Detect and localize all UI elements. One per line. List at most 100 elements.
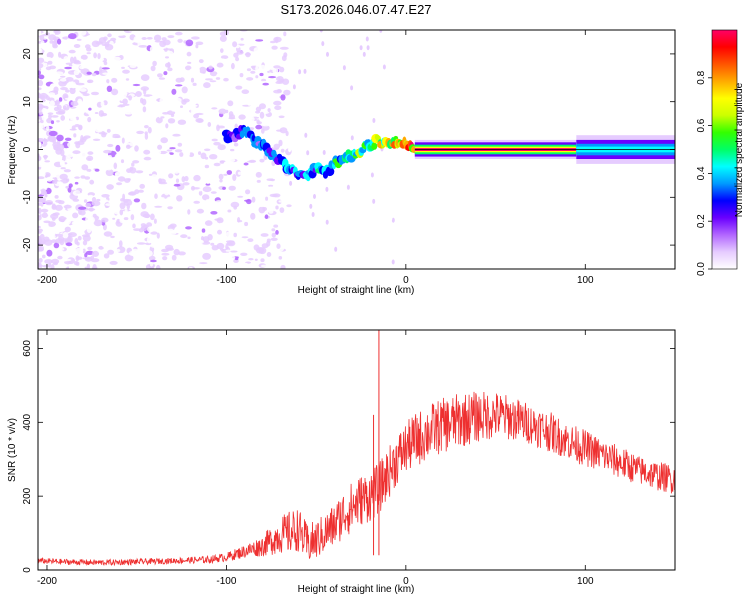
spectrogram-speckle [72, 190, 81, 196]
spectrogram-speckle [274, 105, 282, 111]
spectrogram-speckle [101, 209, 106, 213]
spectrogram-speckle [326, 51, 329, 57]
spectrogram-speckle [245, 189, 251, 195]
spectrogram-speckle [268, 209, 274, 214]
spectrogram-speckle [308, 90, 312, 96]
spectrogram-speckle [40, 208, 49, 213]
spectrogram-speckle [93, 219, 103, 227]
spectrogram-speckle [251, 196, 256, 203]
spectrogram-speckle [165, 123, 169, 129]
spectrogram-speckle [180, 234, 188, 239]
spectrogram-speckle [248, 258, 254, 261]
spectrogram-speckle [272, 67, 279, 74]
spectrogram-speckle [334, 78, 338, 84]
spectrogram-speckle [88, 194, 94, 199]
spectrogram-x-label: Height of straight line (km) [298, 285, 415, 296]
spectrogram-speckle [217, 182, 224, 186]
spectrogram-speckle [113, 67, 118, 72]
spectrogram-speckle [52, 41, 58, 48]
spectrogram-speckle [259, 72, 264, 77]
spectrogram-speckle [172, 133, 181, 137]
spectrogram-speckle [82, 240, 88, 246]
spectrogram-speckle [288, 147, 292, 153]
spectrogram-speckle [302, 123, 306, 129]
spectrogram-speckle [240, 37, 244, 41]
spectrogram-speckle [280, 148, 285, 153]
spectrogram-speckle [262, 37, 271, 44]
spectrogram-speckle [144, 213, 151, 219]
spectrogram-speckle [379, 30, 383, 33]
spectrogram-speckle [391, 259, 395, 265]
spectrogram-speckle [47, 60, 53, 65]
spectrogram-speckle [204, 120, 208, 125]
spectrogram-speckle [175, 178, 180, 183]
spectrogram-speckle [166, 201, 171, 205]
spectrogram-speckle [158, 181, 168, 185]
spectrogram-speckle [38, 189, 42, 195]
spectrogram-speckle [329, 100, 332, 106]
spectrogram-speckle [196, 164, 202, 167]
spectrogram-speckle [189, 138, 194, 142]
spectrogram-speckle [183, 150, 191, 158]
spectrogram-speckle [159, 98, 163, 104]
spectrogram-speckle [216, 73, 223, 79]
spectrogram-speckle [319, 30, 323, 33]
spectrogram-speckle [365, 36, 369, 42]
spectrogram-speckle [62, 232, 69, 239]
spectrogram-speckle [153, 218, 157, 224]
spectrogram-speckle [146, 236, 152, 244]
spectrogram-speckle [49, 83, 56, 89]
spectrogram-speckle [141, 37, 147, 40]
spectrogram-speckle [222, 263, 227, 269]
spectrogram-speckle [226, 170, 232, 175]
spectrogram-speckle [64, 66, 72, 70]
spectrogram-speckle [242, 141, 251, 145]
spectrogram-speckle [256, 121, 262, 125]
spectrogram-speckle [332, 113, 336, 119]
spectrogram-speckle [379, 110, 383, 116]
spectrogram-speckle [106, 85, 113, 93]
spectrogram-speckle [124, 254, 134, 262]
spectrogram-speckle [271, 232, 276, 238]
spectrogram-speckle [191, 36, 200, 40]
spectrogram-speckle [369, 129, 373, 135]
spectrogram-speckle [260, 88, 268, 96]
spectrogram-speckle [321, 41, 325, 47]
spectrogram-speckle [230, 250, 238, 253]
spectrogram-speckle [144, 61, 148, 66]
spectrogram-speckle [54, 71, 64, 75]
spectrogram-speckle [265, 89, 275, 96]
spectrogram-speckle [333, 264, 337, 269]
spectrogram-speckle [271, 45, 278, 50]
spectrogram-speckle [79, 88, 87, 92]
spectrogram-speckle [38, 141, 42, 147]
spectrogram-speckle [38, 87, 42, 91]
spectrogram-speckle [385, 98, 389, 104]
spectrogram-speckle [206, 178, 210, 184]
snr-spikes [373, 330, 380, 556]
spectrogram-speckle [92, 60, 99, 67]
spectrogram-speckle [325, 108, 329, 114]
spectrogram-speckle [150, 259, 157, 263]
spectrogram-speckle [61, 263, 68, 268]
spectrogram-speckle [77, 235, 82, 241]
spectrogram-speckle [234, 123, 238, 130]
spectrogram-speckle [199, 262, 208, 265]
y-tick-label: 200 [22, 487, 33, 504]
spectrogram-speckle [268, 76, 277, 79]
spectrogram-speckle [77, 98, 83, 105]
spectrogram-speckle [38, 202, 43, 206]
spectrogram-speckle [250, 65, 256, 69]
spectrogram-speckle [113, 162, 118, 170]
spectrogram-speckle [334, 75, 338, 81]
colorbar-bar [711, 29, 738, 270]
snr-ticks: -200 -100 0 100 0 200 400 600 [22, 330, 675, 587]
spectrogram-speckle [322, 127, 325, 133]
spectrogram-speckle [160, 137, 168, 144]
spectrogram-speckle [371, 102, 375, 107]
spectrogram-speckle [92, 138, 101, 141]
spectrogram-speckle [101, 67, 110, 70]
spectrogram-speckle [48, 92, 56, 98]
spectrogram-speckle [128, 191, 135, 196]
y-tick-label: -10 [22, 190, 33, 205]
